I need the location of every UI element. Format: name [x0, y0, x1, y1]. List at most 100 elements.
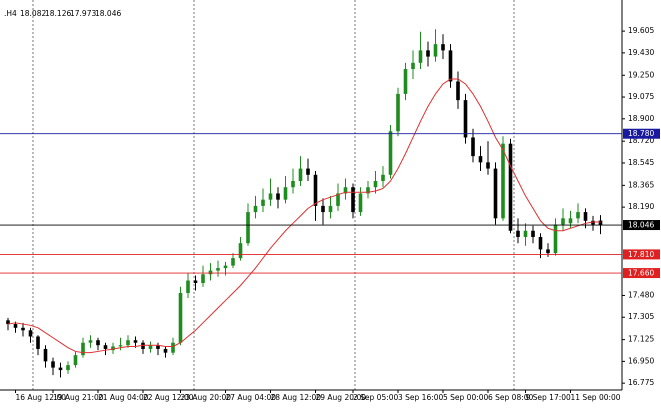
candle-body	[246, 212, 250, 244]
header-value: 18.126	[45, 9, 71, 18]
candle-body	[516, 230, 520, 237]
candle-body	[463, 100, 468, 138]
candle-body	[583, 212, 588, 221]
candle-body	[21, 327, 25, 331]
candle-body	[336, 193, 340, 206]
candle-body	[6, 320, 10, 325]
candle-body	[133, 340, 138, 343]
y-tick-label: 19.605	[628, 26, 654, 35]
x-tick-label: 5 Sep 00:00	[443, 393, 489, 402]
header-symbol: .H4	[4, 9, 17, 18]
candle-body	[501, 143, 505, 219]
candle-body	[276, 193, 280, 200]
candle-body	[261, 199, 265, 206]
candle-body	[231, 258, 235, 266]
candle-body	[531, 230, 535, 237]
y-tick-label: 19.430	[628, 48, 654, 57]
candle-body	[208, 270, 213, 275]
y-tick-label: 18.365	[628, 180, 654, 189]
y-tick-label: 17.125	[628, 335, 654, 344]
x-tick-label: 9 Sep 17:00	[526, 393, 572, 402]
candle-body	[493, 168, 498, 219]
candle-body	[13, 324, 18, 328]
candle-body	[388, 131, 393, 175]
header-value: 18.082	[20, 9, 46, 18]
x-tick-label: 29 Aug 20:00	[316, 393, 367, 402]
candle-body	[568, 218, 573, 224]
candle-body	[508, 143, 513, 231]
candle-body	[186, 280, 190, 293]
x-tick-label: 6 Sep 08:00	[488, 393, 534, 402]
candle-body	[456, 81, 460, 101]
candle-body	[411, 62, 415, 70]
candle-body	[321, 205, 325, 213]
header-value: 17.973	[70, 9, 96, 18]
candle-body	[298, 168, 303, 182]
level-label: 17.660	[628, 269, 654, 278]
level-label: 18.046	[628, 221, 654, 230]
candle-body	[351, 187, 355, 213]
candle-body	[58, 367, 63, 371]
candle-body	[51, 361, 55, 368]
x-tick-label: 28 Aug 12:00	[271, 393, 322, 402]
candle-body	[553, 224, 558, 254]
candle-body	[358, 193, 363, 213]
candle-body	[396, 93, 400, 132]
level-label-box	[623, 268, 660, 279]
candle-body	[148, 345, 153, 349]
candle-body	[268, 193, 273, 200]
candle-body	[538, 236, 543, 250]
candle-body	[193, 280, 198, 284]
candle-body	[118, 345, 123, 347]
candle-body	[328, 205, 333, 213]
candle-body	[126, 340, 130, 346]
x-tick-label: 23 Aug 20:00	[181, 393, 232, 402]
candle-body	[66, 365, 70, 371]
candle-body	[253, 205, 258, 213]
candle-body	[178, 292, 183, 343]
candle-body	[223, 265, 228, 269]
candle-body	[366, 187, 370, 194]
candle-body	[73, 355, 78, 366]
candle-body	[171, 342, 175, 353]
candle-body	[28, 330, 33, 337]
candle-body	[381, 174, 385, 182]
candle-body	[313, 174, 318, 206]
candle-body	[156, 345, 160, 349]
candle-body	[403, 69, 408, 94]
level-label: 18.780	[628, 129, 654, 138]
y-tick-label: 18.720	[628, 136, 654, 145]
candle-body	[373, 181, 378, 188]
y-tick-label: 19.250	[628, 70, 654, 79]
y-tick-label: 17.305	[628, 312, 654, 321]
candle-body	[561, 218, 565, 225]
candle-body	[216, 268, 220, 271]
candle-body	[598, 220, 603, 226]
candle-body	[418, 50, 423, 63]
candle-body	[111, 346, 115, 351]
x-tick-label: 16 Aug 12:00	[16, 393, 67, 402]
candle-body	[81, 342, 85, 356]
candle-body	[576, 212, 580, 219]
y-tick-label: 18.190	[628, 202, 654, 211]
y-tick-label: 18.900	[628, 114, 654, 123]
x-tick-label: 21 Aug 04:00	[98, 393, 149, 402]
candle-body	[441, 44, 445, 51]
candle-body	[283, 187, 288, 200]
y-tick-label: 16.775	[628, 378, 654, 387]
y-tick-label: 16.950	[628, 356, 654, 365]
candle-body	[103, 345, 108, 349]
y-tick-label: 17.480	[628, 290, 654, 299]
candle-body	[471, 137, 475, 157]
x-tick-label: 27 Aug 04:00	[226, 393, 277, 402]
candle-body	[306, 168, 310, 175]
level-label-box	[623, 220, 660, 231]
candle-body	[523, 230, 528, 237]
candle-body	[433, 44, 438, 57]
x-tick-label: 3 Sep 16:00	[398, 393, 444, 402]
candle-body	[291, 181, 295, 188]
x-tick-label: 11 Sep 00:00	[571, 393, 621, 402]
candle-body	[36, 336, 40, 349]
level-label-box	[623, 128, 660, 139]
